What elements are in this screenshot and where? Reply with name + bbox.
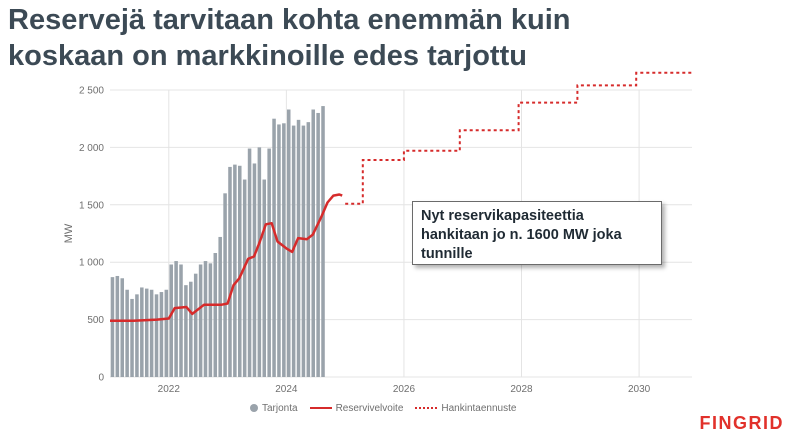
supply-bar (218, 236, 222, 377)
supply-bar (233, 164, 237, 377)
legend-label-supply: Tarjonta (262, 402, 298, 414)
legend-item-supply: Tarjonta (250, 403, 298, 414)
supply-bar (203, 261, 208, 377)
supply-bar (135, 294, 139, 377)
supply-bar (316, 112, 320, 378)
forecast-line (345, 71, 692, 205)
obligation-line-group (110, 193, 343, 322)
callout-line-2: hankitaan jo n. 1600 MW joka (421, 227, 622, 243)
supply-bar (223, 193, 227, 377)
supply-bar (267, 148, 271, 377)
y-tick-label: 500 (87, 315, 104, 326)
supply-bar (193, 273, 198, 377)
obligation-line (110, 193, 343, 322)
legend-dot-icon (250, 404, 258, 412)
supply-bar (247, 148, 252, 377)
supply-bar (238, 165, 242, 377)
supply-bars (110, 106, 325, 378)
supply-bar (149, 289, 154, 377)
title-line-2: koskaan on markkinoille edes tarjottu (8, 40, 527, 72)
x-tick-label: 2024 (275, 384, 298, 395)
title-line-1: Reservejä tarvitaan kohta enemmän kuin (8, 4, 571, 36)
supply-bar (252, 163, 257, 377)
callout-line-3: tunnille (421, 246, 473, 262)
x-tick-label: 2026 (393, 384, 416, 395)
legend-item-forecast: Hankintaennuste (415, 403, 516, 414)
supply-bar (272, 118, 276, 377)
callout-line-1: Nyt reservikapasiteettia (421, 208, 584, 224)
supply-bar (242, 179, 247, 377)
axes: 0 500 1 000 1 500 2 000 2 500 2022 2024 2026 2028… (63, 86, 651, 396)
supply-bar (125, 289, 129, 377)
supply-bar (110, 277, 115, 377)
supply-bar (286, 109, 291, 378)
y-tick-label: 2 000 (79, 143, 104, 154)
legend-label-obligation: Reservivelvoite (335, 402, 404, 414)
x-tick-label: 2022 (158, 384, 181, 395)
supply-bar (262, 179, 267, 377)
legend-solid-line-icon (309, 407, 332, 409)
supply-bar (306, 122, 311, 377)
y-tick-label: 0 (98, 373, 104, 384)
page-title: Reservejä tarvitaan kohta enemmän kuin k… (8, 2, 708, 74)
supply-bar (277, 124, 281, 377)
supply-bar (164, 289, 169, 377)
supply-bar (120, 278, 125, 377)
supply-bar (140, 287, 144, 377)
legend-item-obligation: Reservivelvoite (309, 402, 404, 414)
supply-bar (301, 125, 306, 377)
supply-bar (282, 123, 286, 378)
y-axis-label: MW (63, 223, 75, 243)
supply-bar (228, 166, 232, 377)
supply-bar (184, 285, 188, 377)
supply-bar (144, 288, 149, 377)
x-tick-label: 2028 (510, 384, 533, 395)
x-tick-label: 2030 (628, 384, 651, 395)
fingrid-logo: FINGRID (699, 413, 784, 433)
supply-bar (321, 106, 325, 378)
supply-bar (169, 264, 173, 377)
y-tick-label: 2 500 (79, 86, 104, 97)
y-tick-label: 1 000 (79, 258, 104, 269)
legend-dotted-line-icon (415, 407, 438, 409)
supply-bar (189, 281, 193, 377)
forecast-line-group (345, 71, 692, 205)
chart-legend: Tarjonta Reservivelvoite Hankintaennuste (250, 400, 522, 416)
supply-bar (208, 263, 213, 377)
supply-bar (311, 109, 315, 378)
supply-bar (115, 275, 120, 377)
callout-box: Nyt reservikapasiteettia hankitaan jo n.… (412, 201, 662, 265)
supply-bar (198, 264, 203, 377)
supply-bar (179, 264, 183, 377)
legend-label-forecast: Hankintaennuste (441, 402, 517, 414)
supply-bar (154, 294, 159, 377)
supply-bar (130, 298, 134, 377)
supply-bar (296, 119, 301, 378)
supply-bar (174, 261, 178, 377)
supply-bar (159, 292, 164, 377)
supply-bar (257, 147, 262, 377)
y-tick-label: 1 500 (79, 200, 104, 211)
supply-bar (213, 253, 218, 377)
